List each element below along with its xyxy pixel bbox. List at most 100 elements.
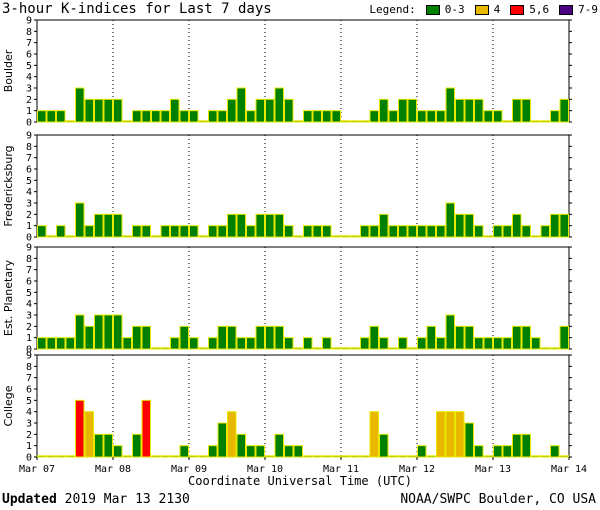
k-index-bar xyxy=(113,445,123,458)
k-index-bar xyxy=(37,337,47,350)
k-index-bar xyxy=(179,445,189,458)
k-index-bar xyxy=(274,87,284,123)
y-tick-label: 5 xyxy=(26,288,32,299)
k-index-bar xyxy=(236,433,246,458)
k-index-bar xyxy=(227,98,237,123)
k-index-bar xyxy=(246,337,256,350)
y-tick-label: 9 xyxy=(26,131,32,142)
k-index-bar xyxy=(46,337,56,350)
k-index-bar xyxy=(113,213,123,238)
y-tick-label: 9 xyxy=(26,243,32,254)
k-index-bar xyxy=(246,225,256,238)
y-tick-label: 6 xyxy=(26,277,32,288)
k-index-bar xyxy=(322,337,332,350)
legend-item-label: 7-9 xyxy=(578,3,598,16)
k-index-bar xyxy=(331,110,341,123)
k-index-bar xyxy=(398,337,408,350)
k-index-bar xyxy=(189,455,199,458)
k-index-bar xyxy=(113,98,123,123)
k-index-bar xyxy=(94,213,104,238)
k-index-bar xyxy=(483,455,493,458)
k-index-bar xyxy=(474,337,484,350)
y-tick-label: 1 xyxy=(26,106,32,117)
k-index-bar xyxy=(303,110,313,123)
y-tick-label: 5 xyxy=(26,396,32,407)
k-index-bar xyxy=(113,314,123,350)
k-index-bar xyxy=(84,98,94,123)
k-index-bar xyxy=(132,110,142,123)
k-index-bar xyxy=(179,110,189,123)
k-index-bar xyxy=(531,120,541,123)
legend-item-4: 4 xyxy=(474,3,500,16)
k-index-bar xyxy=(255,98,265,123)
k-index-bar xyxy=(436,337,446,350)
legend-item-7-9: 7-9 xyxy=(559,3,598,16)
k-index-bar xyxy=(493,110,503,123)
k-index-bar xyxy=(303,337,313,350)
k-index-bar xyxy=(160,347,170,350)
k-index-bar xyxy=(388,455,398,458)
k-index-bar xyxy=(160,225,170,238)
k-index-bar xyxy=(559,213,569,238)
k-index-bar xyxy=(407,98,417,123)
k-index-bar xyxy=(417,337,427,350)
k-index-bar xyxy=(521,225,531,238)
k-index-bar xyxy=(75,314,85,350)
legend-item-label: 0-3 xyxy=(444,3,465,16)
k-index-bar xyxy=(455,325,465,350)
k-index-bar xyxy=(531,455,541,458)
k-index-bar xyxy=(512,433,522,458)
k-index-bar xyxy=(474,225,484,238)
k-index-bar xyxy=(303,225,313,238)
k-index-bar xyxy=(436,411,446,458)
k-index-bar xyxy=(217,422,227,458)
k-index-bar xyxy=(160,455,170,458)
k-index-bar xyxy=(151,110,161,123)
k-index-bar xyxy=(341,347,351,350)
y-tick-label: 1 xyxy=(26,333,32,344)
panel-frame xyxy=(36,246,570,350)
k-index-bar xyxy=(369,110,379,123)
k-index-bar xyxy=(540,225,550,238)
panel-label: College xyxy=(2,385,15,426)
k-index-bar xyxy=(483,110,493,123)
k-index-bar xyxy=(350,235,360,238)
y-tick-label: 2 xyxy=(26,210,32,221)
k-index-bar xyxy=(559,98,569,123)
k-index-bar xyxy=(312,455,322,458)
k-index-bar xyxy=(531,337,541,350)
k-index-bar xyxy=(350,347,360,350)
legend-label: Legend: xyxy=(369,3,416,16)
y-tick-label: 0 xyxy=(26,345,32,356)
k-index-bar xyxy=(512,213,522,238)
k-index-bar xyxy=(170,225,180,238)
k-index-bar xyxy=(255,445,265,458)
k-index-bar xyxy=(132,225,142,238)
k-index-bar xyxy=(37,455,47,458)
k-index-bar xyxy=(417,225,427,238)
k-index-bar xyxy=(75,87,85,123)
k-index-bar xyxy=(198,347,208,350)
legend-item-0-3: 0-3 xyxy=(425,3,465,16)
k-index-bar xyxy=(208,337,218,350)
y-tick-label: 9 xyxy=(26,351,32,362)
k-index-bar xyxy=(464,422,474,458)
y-tick-label: 6 xyxy=(26,385,32,396)
k-index-bar xyxy=(493,445,503,458)
k-index-bar xyxy=(379,433,389,458)
k-index-bar xyxy=(474,445,484,458)
k-index-bar xyxy=(464,213,474,238)
k-index-bar xyxy=(550,347,560,350)
k-index-bar xyxy=(512,98,522,123)
k-index-bar xyxy=(360,337,370,350)
k-index-bar xyxy=(369,411,379,458)
k-index-bar xyxy=(189,110,199,123)
k-index-bar xyxy=(284,337,294,350)
k-index-bar xyxy=(360,225,370,238)
y-tick-label: 0 xyxy=(26,453,32,464)
k-index-bar xyxy=(103,433,113,458)
k-index-bar xyxy=(464,98,474,123)
k-index-bar xyxy=(322,455,332,458)
k-index-bar xyxy=(322,110,332,123)
k-index-bar xyxy=(246,110,256,123)
